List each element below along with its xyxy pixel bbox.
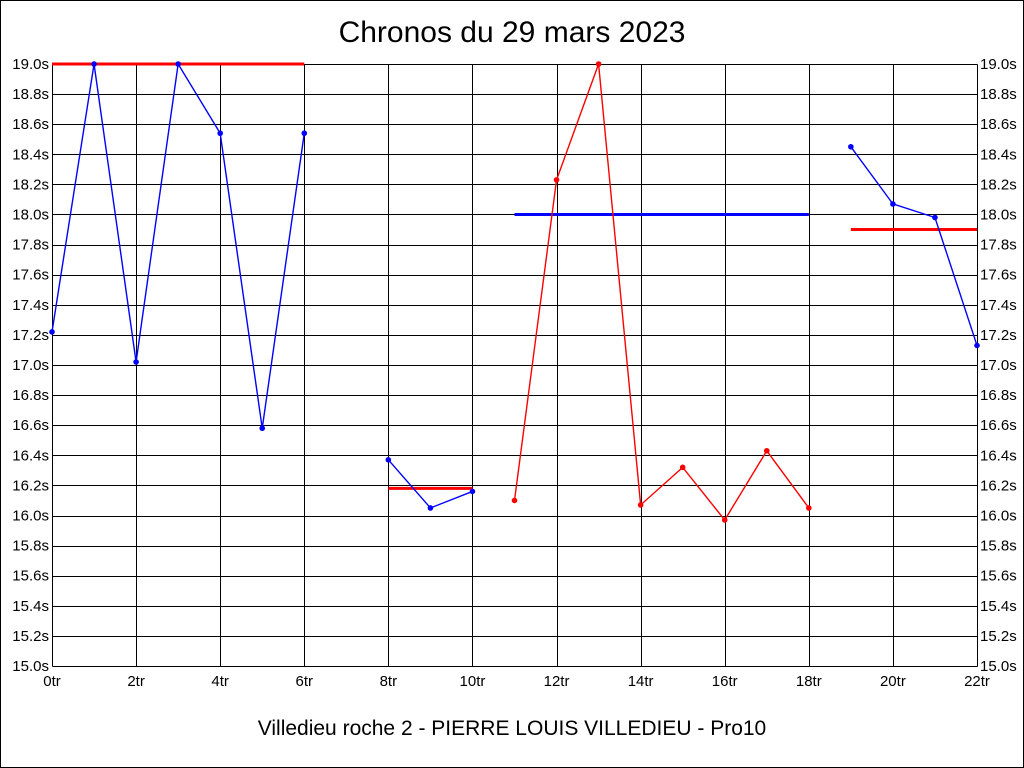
- svg-text:15.6s: 15.6s: [12, 568, 49, 585]
- svg-text:18.8s: 18.8s: [12, 86, 49, 103]
- svg-text:18.0s: 18.0s: [12, 207, 49, 224]
- svg-text:18tr: 18tr: [796, 673, 822, 690]
- svg-text:17.4s: 17.4s: [12, 297, 49, 314]
- svg-text:19.0s: 19.0s: [12, 56, 49, 73]
- svg-text:17.4s: 17.4s: [980, 297, 1017, 314]
- svg-text:16.8s: 16.8s: [12, 387, 49, 404]
- svg-text:22tr: 22tr: [964, 673, 990, 690]
- svg-text:17.2s: 17.2s: [12, 327, 49, 344]
- svg-text:15.8s: 15.8s: [12, 538, 49, 555]
- svg-text:16.8s: 16.8s: [980, 387, 1017, 404]
- svg-text:20tr: 20tr: [880, 673, 906, 690]
- svg-text:15.8s: 15.8s: [980, 538, 1017, 555]
- svg-text:12tr: 12tr: [544, 673, 570, 690]
- svg-text:17.6s: 17.6s: [980, 267, 1017, 284]
- svg-text:15.6s: 15.6s: [980, 568, 1017, 585]
- svg-text:16tr: 16tr: [712, 673, 738, 690]
- svg-text:10tr: 10tr: [460, 673, 486, 690]
- svg-text:0tr: 0tr: [43, 673, 61, 690]
- svg-text:16.0s: 16.0s: [12, 508, 49, 525]
- svg-text:16.6s: 16.6s: [980, 417, 1017, 434]
- svg-text:17.6s: 17.6s: [12, 267, 49, 284]
- svg-text:18.4s: 18.4s: [980, 146, 1017, 163]
- svg-text:16.0s: 16.0s: [980, 508, 1017, 525]
- svg-text:16.4s: 16.4s: [980, 447, 1017, 464]
- svg-text:18.6s: 18.6s: [12, 116, 49, 133]
- svg-text:17.0s: 17.0s: [980, 357, 1017, 374]
- svg-text:17.0s: 17.0s: [12, 357, 49, 374]
- svg-text:18.2s: 18.2s: [12, 176, 49, 193]
- svg-text:2tr: 2tr: [127, 673, 145, 690]
- svg-text:15.4s: 15.4s: [12, 598, 49, 615]
- svg-text:16.4s: 16.4s: [12, 447, 49, 464]
- svg-text:18.4s: 18.4s: [12, 146, 49, 163]
- svg-text:19.0s: 19.0s: [980, 56, 1017, 73]
- svg-text:16.2s: 16.2s: [980, 477, 1017, 494]
- svg-text:6tr: 6tr: [296, 673, 314, 690]
- svg-text:8tr: 8tr: [380, 673, 398, 690]
- svg-text:15.4s: 15.4s: [980, 598, 1017, 615]
- svg-text:14tr: 14tr: [628, 673, 654, 690]
- svg-text:18.6s: 18.6s: [980, 116, 1017, 133]
- svg-text:18.0s: 18.0s: [980, 207, 1017, 224]
- svg-text:17.8s: 17.8s: [980, 237, 1017, 254]
- svg-text:16.6s: 16.6s: [12, 417, 49, 434]
- svg-text:4tr: 4tr: [211, 673, 229, 690]
- svg-text:15.2s: 15.2s: [980, 628, 1017, 645]
- svg-text:17.8s: 17.8s: [12, 237, 49, 254]
- svg-text:17.2s: 17.2s: [980, 327, 1017, 344]
- svg-text:15.2s: 15.2s: [12, 628, 49, 645]
- svg-text:18.2s: 18.2s: [980, 176, 1017, 193]
- svg-text:16.2s: 16.2s: [12, 477, 49, 494]
- svg-text:18.8s: 18.8s: [980, 86, 1017, 103]
